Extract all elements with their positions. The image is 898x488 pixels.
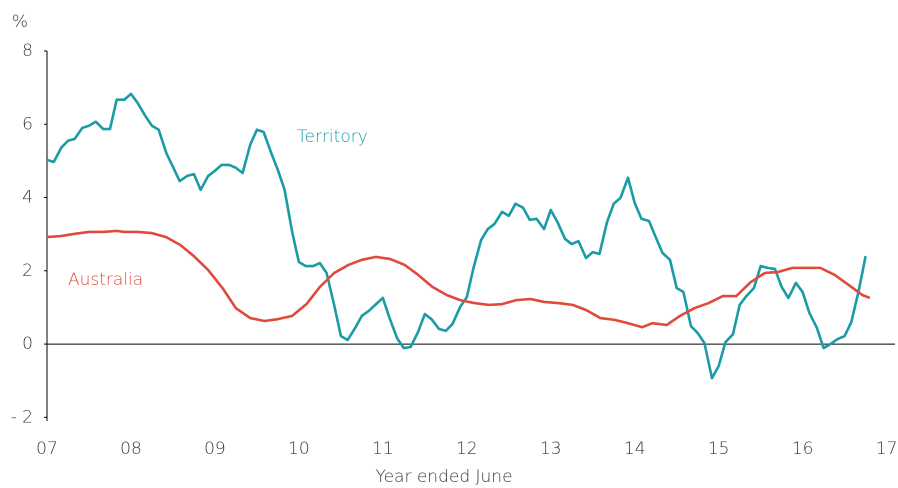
- x-tick-label: 16: [792, 439, 814, 459]
- x-tick-label: 15: [708, 439, 730, 459]
- y-tick-label: - 2: [11, 407, 33, 427]
- x-axis-label: Year ended June: [375, 467, 512, 487]
- x-tick-label: 11: [372, 439, 394, 459]
- y-unit: %: [12, 12, 28, 32]
- y-tick-label: 8: [22, 41, 33, 61]
- x-tick-label: 12: [456, 439, 478, 459]
- series-label: Territory: [297, 127, 368, 147]
- y-tick-label: 2: [22, 261, 33, 281]
- x-tick-label: 07: [36, 439, 58, 459]
- x-tick-label: 09: [204, 439, 226, 459]
- y-tick-label: 6: [22, 114, 33, 134]
- series-label: Australia: [68, 270, 143, 290]
- x-tick-label: 10: [288, 439, 310, 459]
- x-tick-label: 14: [624, 439, 646, 459]
- y-tick-label: 0: [22, 334, 33, 354]
- x-tick-label: 13: [540, 439, 562, 459]
- series-line: [46, 229, 871, 329]
- series-line: [46, 92, 867, 380]
- x-tick-label: 08: [120, 439, 142, 459]
- x-tick-label: 17: [876, 439, 898, 459]
- y-tick-label: 4: [22, 188, 33, 208]
